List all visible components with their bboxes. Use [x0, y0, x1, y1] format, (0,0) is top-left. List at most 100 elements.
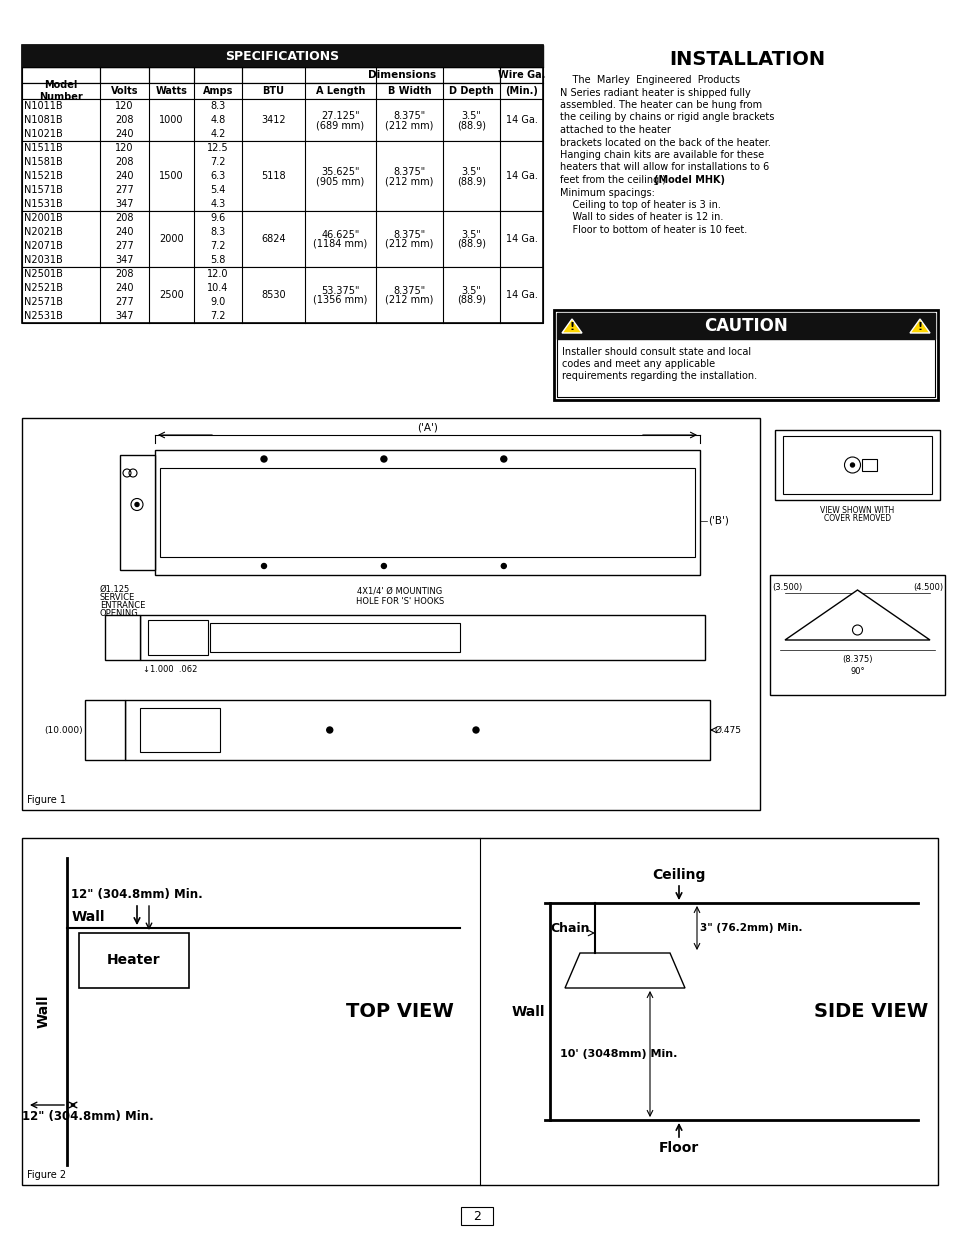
- Text: 27.125": 27.125": [321, 111, 359, 121]
- Polygon shape: [909, 319, 929, 333]
- Text: 277: 277: [115, 241, 133, 251]
- Text: Wire Ga.: Wire Ga.: [497, 70, 544, 80]
- Bar: [554, 310, 937, 400]
- Text: 277: 277: [115, 296, 133, 308]
- Text: 12.5: 12.5: [207, 143, 229, 153]
- Text: N Series radiant heater is shipped fully: N Series radiant heater is shipped fully: [559, 88, 750, 98]
- Text: 5.4: 5.4: [210, 185, 226, 195]
- Text: assembled. The heater can be hung from: assembled. The heater can be hung from: [559, 100, 761, 110]
- Text: N2001B: N2001B: [24, 212, 63, 224]
- Bar: [160, 468, 695, 557]
- Bar: [140, 615, 704, 659]
- Text: 2500: 2500: [159, 290, 184, 300]
- Text: the ceiling by chains or rigid angle brackets: the ceiling by chains or rigid angle bra…: [559, 112, 774, 122]
- Text: (212 mm): (212 mm): [385, 295, 434, 305]
- Text: Heater: Heater: [107, 953, 161, 967]
- Text: (4.500): (4.500): [912, 583, 942, 592]
- Bar: [140, 708, 220, 752]
- Text: CAUTION: CAUTION: [703, 317, 787, 335]
- Text: 8.3: 8.3: [211, 227, 226, 237]
- Text: 277: 277: [115, 185, 133, 195]
- Text: ('A'): ('A'): [416, 424, 437, 433]
- Text: 347: 347: [115, 199, 133, 209]
- Text: 3.5": 3.5": [461, 111, 481, 121]
- Bar: [210, 622, 459, 652]
- Bar: [769, 576, 944, 695]
- Circle shape: [500, 563, 506, 568]
- Text: 10' (3048mm) Min.: 10' (3048mm) Min.: [559, 1049, 677, 1058]
- Text: (Min.): (Min.): [504, 86, 537, 96]
- Text: 8530: 8530: [261, 290, 286, 300]
- Bar: [22, 211, 542, 267]
- Text: ('B'): ('B'): [707, 515, 728, 526]
- Text: Wall: Wall: [71, 910, 106, 924]
- Text: 120: 120: [115, 143, 133, 153]
- Text: 6824: 6824: [261, 233, 286, 245]
- Text: (88.9): (88.9): [456, 295, 485, 305]
- Bar: [105, 615, 140, 659]
- Text: N1511B: N1511B: [24, 143, 63, 153]
- Text: N1521B: N1521B: [24, 170, 63, 182]
- Text: attached to the heater: attached to the heater: [559, 125, 670, 135]
- Text: (212 mm): (212 mm): [385, 240, 434, 249]
- Text: 8.375": 8.375": [393, 167, 425, 177]
- Text: (3.500): (3.500): [771, 583, 801, 592]
- Text: 3.5": 3.5": [461, 287, 481, 296]
- Text: 208: 208: [115, 212, 133, 224]
- Text: 2: 2: [473, 1209, 480, 1223]
- Text: (88.9): (88.9): [456, 177, 485, 186]
- Text: Watts: Watts: [155, 86, 187, 96]
- Text: Minimum spacings:: Minimum spacings:: [559, 188, 654, 198]
- Text: 8.375": 8.375": [393, 111, 425, 121]
- Text: 4X1/4' Ø MOUNTING: 4X1/4' Ø MOUNTING: [357, 587, 442, 597]
- Text: 208: 208: [115, 115, 133, 125]
- Text: 1000: 1000: [159, 115, 184, 125]
- Text: 2000: 2000: [159, 233, 184, 245]
- Text: D Depth: D Depth: [449, 86, 494, 96]
- Text: (689 mm): (689 mm): [316, 120, 364, 130]
- Polygon shape: [784, 590, 929, 640]
- Text: 3.5": 3.5": [461, 230, 481, 240]
- Bar: [125, 700, 709, 760]
- Text: A Length: A Length: [315, 86, 365, 96]
- Text: N2071B: N2071B: [24, 241, 63, 251]
- Text: OPENING: OPENING: [100, 609, 138, 618]
- Bar: [862, 459, 877, 471]
- Text: Volts: Volts: [111, 86, 138, 96]
- Text: 10.4: 10.4: [207, 283, 229, 293]
- Text: 8.375": 8.375": [393, 230, 425, 240]
- Text: 240: 240: [115, 283, 133, 293]
- Circle shape: [473, 727, 478, 734]
- Text: 1500: 1500: [159, 170, 184, 182]
- Text: 7.2: 7.2: [210, 311, 226, 321]
- Text: 208: 208: [115, 269, 133, 279]
- Bar: [774, 430, 939, 500]
- Text: Dimensions: Dimensions: [368, 70, 436, 80]
- Text: Model
Number: Model Number: [39, 80, 83, 101]
- Bar: [557, 312, 934, 396]
- Text: (8.375): (8.375): [841, 655, 872, 664]
- Text: (212 mm): (212 mm): [385, 177, 434, 186]
- Text: VIEW SHOWN WITH: VIEW SHOWN WITH: [820, 506, 894, 515]
- Text: N2021B: N2021B: [24, 227, 63, 237]
- Circle shape: [380, 456, 387, 462]
- Text: 3.5": 3.5": [461, 167, 481, 177]
- Text: Figure 1: Figure 1: [27, 795, 66, 805]
- Text: 8.375": 8.375": [393, 287, 425, 296]
- Text: 3412: 3412: [261, 115, 286, 125]
- Circle shape: [850, 463, 854, 467]
- Bar: [22, 267, 542, 324]
- Text: 3" (76.2mm) Min.: 3" (76.2mm) Min.: [700, 923, 801, 932]
- Text: Floor: Floor: [659, 1141, 699, 1155]
- Text: 90°: 90°: [849, 667, 864, 676]
- Text: B Width: B Width: [387, 86, 431, 96]
- Text: N1081B: N1081B: [24, 115, 63, 125]
- Text: 120: 120: [115, 101, 133, 111]
- Text: 347: 347: [115, 254, 133, 266]
- Text: Installer should consult state and local: Installer should consult state and local: [561, 347, 750, 357]
- Text: (10.000): (10.000): [45, 725, 83, 735]
- Text: 7.2: 7.2: [210, 157, 226, 167]
- Text: (88.9): (88.9): [456, 120, 485, 130]
- Text: Amps: Amps: [203, 86, 233, 96]
- Text: (1184 mm): (1184 mm): [313, 240, 367, 249]
